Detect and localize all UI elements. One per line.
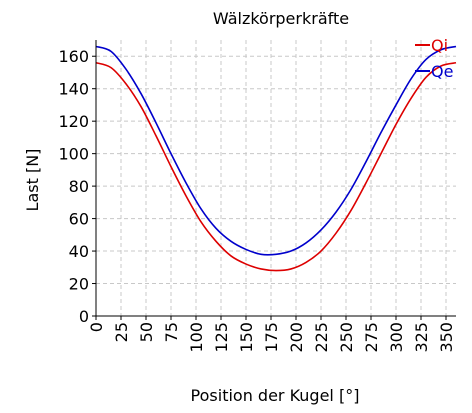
x-ticks: 0 25 50 75 100 125 150 175 200 225 250 275 300 325 350 (87, 316, 456, 353)
y-tick-label: 140 (58, 80, 89, 99)
x-tick-label: 25 (112, 322, 131, 342)
legend: Qi Qe (415, 36, 453, 81)
x-tick-label: 275 (362, 322, 381, 353)
x-tick-label: 225 (312, 322, 331, 353)
x-axis-label: Position der Kugel [°] (191, 386, 360, 405)
legend-label-qi: Qi (431, 36, 448, 55)
x-tick-label: 250 (337, 322, 356, 353)
y-tick-label: 80 (69, 177, 89, 196)
x-tick-label: 50 (137, 322, 156, 342)
axes (95, 40, 456, 317)
x-tick-label: 350 (437, 322, 456, 353)
series-line-qi (95, 61, 457, 272)
y-ticks: 0 20 40 60 80 100 120 140 160 (58, 47, 96, 326)
series-lines (95, 45, 457, 272)
y-tick-label: 20 (69, 275, 89, 294)
x-tick-label: 75 (162, 322, 181, 342)
y-tick-label: 120 (58, 112, 89, 131)
legend-label-qe: Qe (431, 62, 453, 81)
y-tick-label: 60 (69, 210, 89, 229)
y-tick-label: 160 (58, 47, 89, 66)
y-tick-label: 100 (58, 145, 89, 164)
y-axis-label: Last [N] (23, 149, 42, 212)
chart-title: Wälzkörperkräfte (213, 9, 349, 28)
x-tick-label: 300 (387, 322, 406, 353)
series-line-qe (95, 45, 457, 256)
x-tick-label: 100 (187, 322, 206, 353)
x-tick-label: 175 (262, 322, 281, 353)
grid (95, 40, 456, 317)
x-tick-label: 325 (412, 322, 431, 353)
y-tick-label: 0 (79, 307, 89, 326)
x-tick-label: 125 (212, 322, 231, 353)
x-tick-label: 150 (237, 322, 256, 353)
y-tick-label: 40 (69, 242, 89, 261)
x-tick-label: 0 (87, 322, 106, 332)
x-tick-label: 200 (287, 322, 306, 353)
